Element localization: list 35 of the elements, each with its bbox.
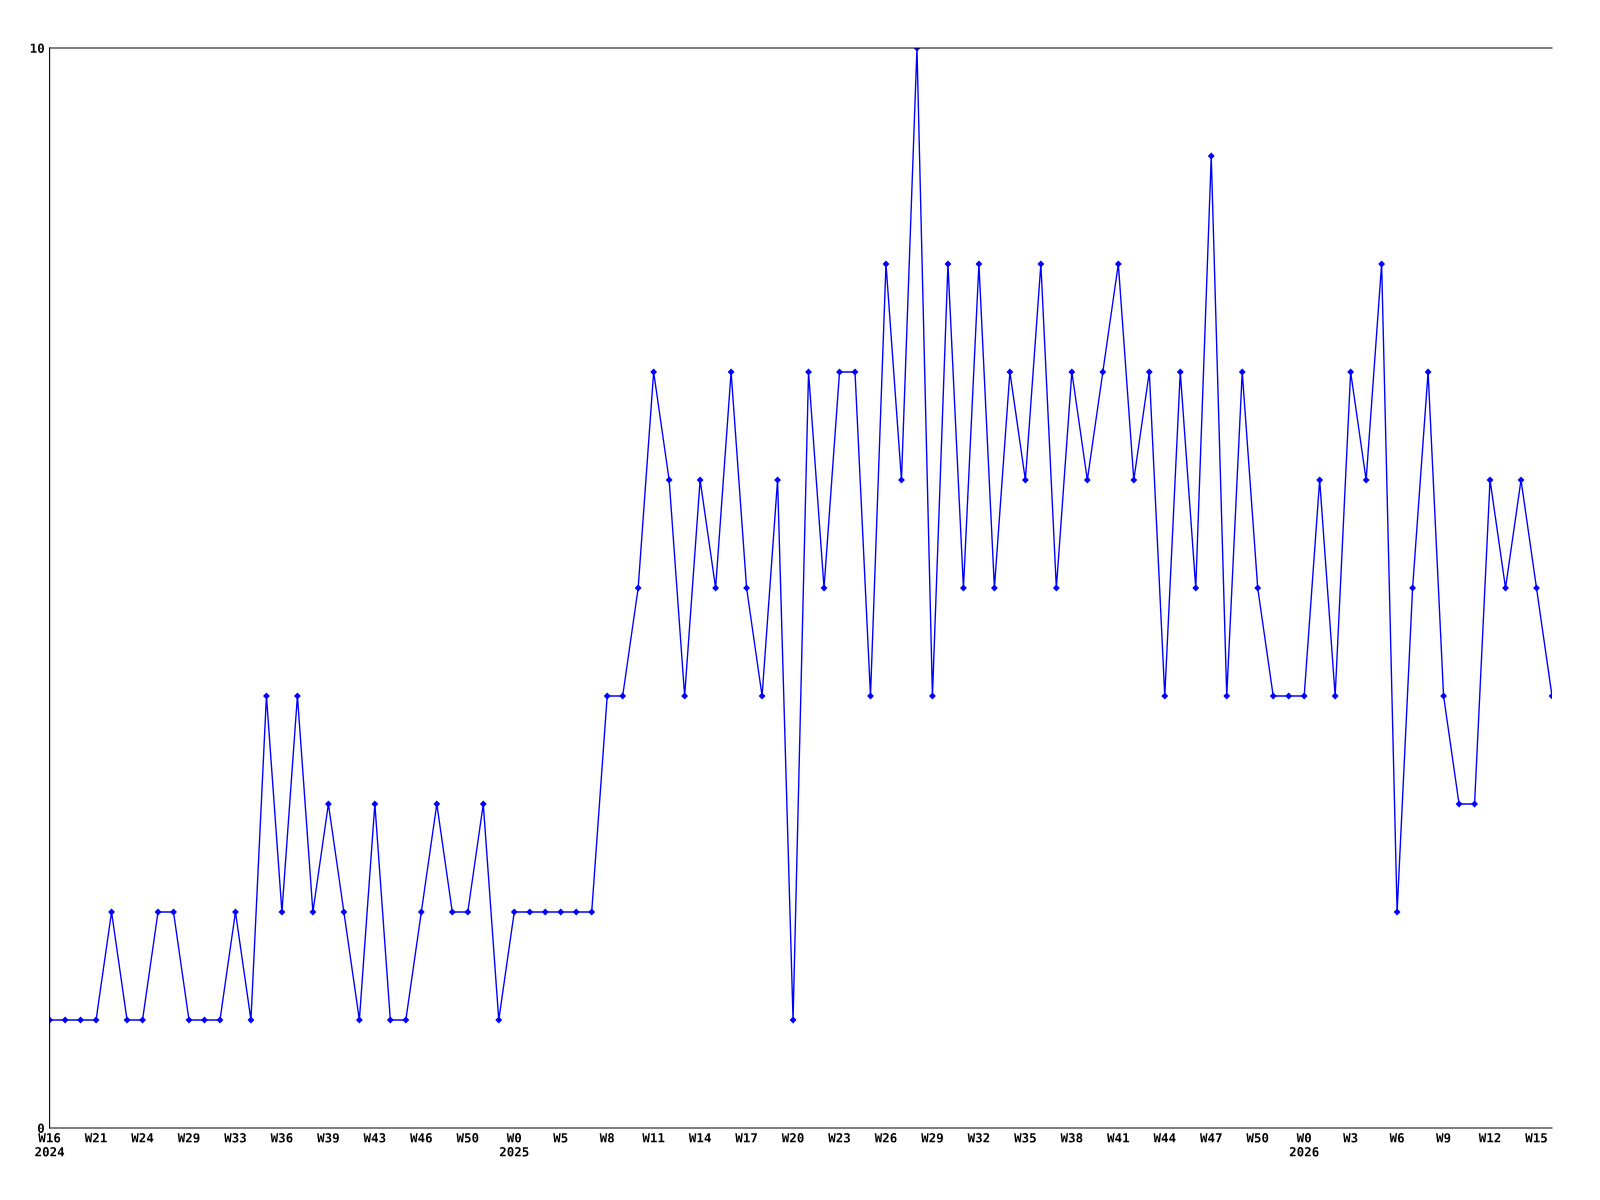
y-tick-label: 0 xyxy=(37,1123,44,1133)
x-tick-label: W29 xyxy=(921,1133,943,1143)
x-tick-label: W11 xyxy=(642,1133,665,1143)
x-tick-label: W24 xyxy=(131,1133,154,1143)
x-tick-label: W36 xyxy=(270,1133,293,1143)
x-tick-label: W14 xyxy=(688,1133,711,1143)
y-tick-label: 10 xyxy=(30,43,44,53)
x-tick-label: W44 xyxy=(1153,1133,1176,1143)
x-tick-label: W15 xyxy=(1525,1133,1547,1143)
x-tick-label: W26 xyxy=(874,1133,897,1143)
x-tick-label: W50 xyxy=(1246,1133,1269,1143)
x-tick-label: W20 xyxy=(781,1133,804,1143)
x-tick-label: W5 xyxy=(553,1133,568,1143)
x-tick-label: W46 xyxy=(410,1133,432,1143)
x-tick-label: W38 xyxy=(1060,1133,1083,1143)
x-tick-label: W12 xyxy=(1478,1133,1501,1143)
x-tick-label: W17 xyxy=(735,1133,757,1143)
x-tick-label: W33 xyxy=(224,1133,246,1143)
x-tick-label: W23 xyxy=(828,1133,850,1143)
x-tick-label: W9 xyxy=(1436,1133,1451,1143)
x-tick-label: W35 xyxy=(1014,1133,1036,1143)
x-tick-label: W0 2026 xyxy=(1289,1133,1319,1157)
x-tick-label: W3 xyxy=(1343,1133,1358,1143)
x-tick-label: W39 xyxy=(317,1133,339,1143)
x-tick-label: W41 xyxy=(1107,1133,1130,1143)
x-tick-label: W0 2025 xyxy=(499,1133,529,1157)
x-tick-label: W50 xyxy=(456,1133,479,1143)
x-tick-label: W43 xyxy=(363,1133,386,1143)
x-tick-label: W32 xyxy=(967,1133,990,1143)
x-tick-label: W6 xyxy=(1389,1133,1404,1143)
x-tick-label: W16 2024 xyxy=(35,1133,65,1157)
x-tick-label: W47 xyxy=(1199,1133,1222,1143)
x-tick-label: W21 xyxy=(84,1133,107,1143)
x-tick-label: W8 xyxy=(599,1133,614,1143)
x-tick-label: W29 xyxy=(177,1133,200,1143)
